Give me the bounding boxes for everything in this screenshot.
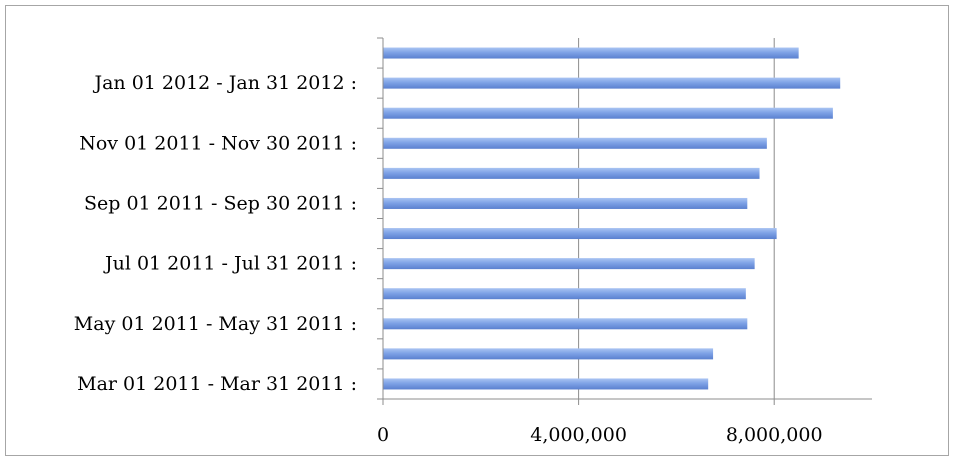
gridlines xyxy=(578,38,775,399)
category-label-0: Mar 01 2011 - Mar 31 2011 : xyxy=(77,373,357,395)
x-tick-label-0: 0 xyxy=(377,424,389,446)
bar-2 xyxy=(383,318,748,330)
bar-0 xyxy=(383,378,709,390)
x-tick-labels: 0 4,000,000 8,000,000 xyxy=(377,424,823,446)
x-tick-label-2: 8,000,000 xyxy=(726,424,823,446)
bar-1 xyxy=(383,348,714,360)
category-labels: Mar 01 2011 - Mar 31 2011 : May 01 2011 -… xyxy=(74,72,357,395)
category-label-2: May 01 2011 - May 31 2011 : xyxy=(74,313,357,335)
bar-10 xyxy=(383,77,841,89)
category-label-10: Jan 01 2012 - Jan 31 2012 : xyxy=(92,72,357,94)
bars xyxy=(383,47,841,390)
bar-9 xyxy=(383,107,833,119)
bar-8 xyxy=(383,137,767,149)
bar-3 xyxy=(383,288,746,300)
chart-frame: Mar 01 2011 - Mar 31 2011 : May 01 2011 -… xyxy=(5,5,949,456)
category-label-4: Jul 01 2011 - Jul 31 2011 : xyxy=(103,253,357,275)
bar-5 xyxy=(383,228,777,240)
bar-chart: Mar 01 2011 - Mar 31 2011 : May 01 2011 -… xyxy=(74,37,872,446)
bar-11 xyxy=(383,47,799,59)
axes xyxy=(377,37,872,405)
x-tick-label-1: 4,000,000 xyxy=(530,424,627,446)
category-label-6: Sep 01 2011 - Sep 30 2011 : xyxy=(84,192,357,214)
bar-6 xyxy=(383,197,748,209)
bar-7 xyxy=(383,167,760,179)
category-label-8: Nov 01 2011 - Nov 30 2011 : xyxy=(79,132,357,154)
bar-4 xyxy=(383,258,755,270)
